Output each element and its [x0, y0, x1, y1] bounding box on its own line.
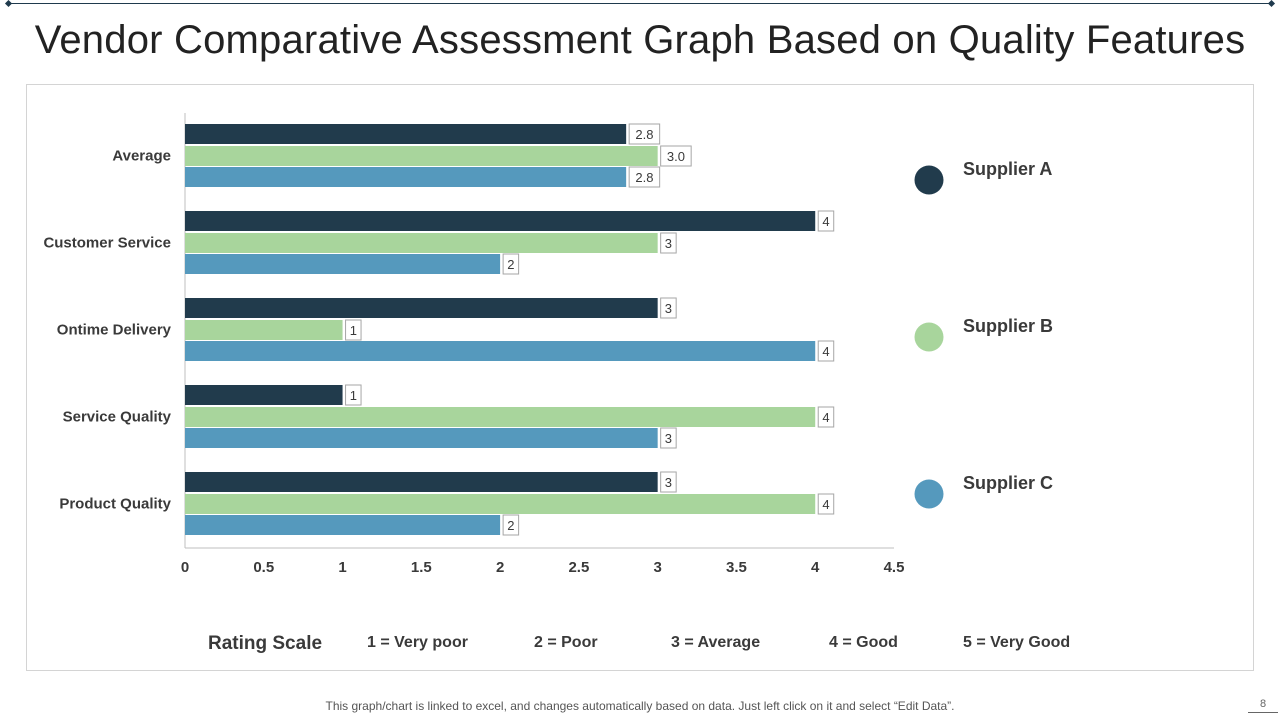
- legend-label: Supplier C: [963, 473, 1053, 493]
- bar: [185, 254, 501, 274]
- page-number: 8: [1248, 698, 1278, 713]
- data-label-box: [817, 493, 835, 515]
- legend-marker: [914, 165, 944, 195]
- rating-scale-item: 5 = Very Good: [963, 634, 1070, 651]
- top-rule: [8, 3, 1272, 4]
- data-label-box: [628, 166, 661, 188]
- data-label: 1: [350, 388, 357, 403]
- data-label-box: [660, 471, 677, 493]
- data-label-box: [660, 145, 692, 167]
- data-label: 2.8: [635, 127, 653, 142]
- x-tick-label: 4.5: [884, 559, 905, 576]
- x-tick-label: 1.5: [411, 559, 432, 576]
- category-label: Product Quality: [59, 496, 171, 513]
- x-tick-label: 2: [496, 559, 504, 576]
- data-label: 3.0: [667, 149, 685, 164]
- data-label-box: [660, 427, 677, 449]
- page-title: Vendor Comparative Assessment Graph Base…: [34, 18, 1246, 62]
- x-tick-label: 1: [338, 559, 346, 576]
- data-label-box: [502, 514, 520, 536]
- data-label-box: [817, 406, 835, 428]
- x-tick-label: 0.5: [253, 559, 274, 576]
- data-label-box: [628, 123, 661, 145]
- bar: [185, 494, 816, 514]
- rating-scale-item: 3 = Average: [671, 634, 760, 651]
- data-label-box: [345, 319, 362, 341]
- x-tick-label: 3.5: [726, 559, 747, 576]
- category-label: Customer Service: [43, 235, 171, 252]
- data-label: 4: [822, 410, 829, 425]
- data-label-box: [817, 210, 835, 232]
- bar: [185, 428, 658, 448]
- bar: [185, 146, 658, 166]
- legend-marker: [914, 322, 944, 352]
- chart-frame: [26, 84, 1254, 671]
- data-label: 3: [665, 475, 672, 490]
- data-label: 4: [822, 344, 829, 359]
- bar: [185, 385, 343, 405]
- category-label: Ontime Delivery: [57, 322, 172, 339]
- bar: [185, 472, 658, 492]
- data-label-box: [502, 253, 520, 275]
- legend-label: Supplier A: [963, 159, 1052, 179]
- rating-scale-label: Rating Scale: [208, 633, 322, 654]
- rating-scale-item: 2 = Poor: [534, 634, 598, 651]
- data-label: 2: [507, 518, 514, 533]
- x-tick-label: 3: [653, 559, 661, 576]
- rating-scale-item: 4 = Good: [829, 634, 898, 651]
- data-label: 2.8: [635, 170, 653, 185]
- category-label: Average: [112, 148, 171, 165]
- data-label: 4: [822, 214, 829, 229]
- legend-marker: [914, 479, 944, 509]
- data-label-box: [345, 384, 362, 406]
- legend-label: Supplier B: [963, 316, 1053, 336]
- data-label: 3: [665, 236, 672, 251]
- data-label-box: [660, 232, 677, 254]
- rating-scale-item: 1 = Very poor: [367, 634, 468, 651]
- data-label: 3: [665, 301, 672, 316]
- x-tick-label: 0: [181, 559, 189, 576]
- bar: [185, 233, 658, 253]
- footnote: This graph/chart is linked to excel, and…: [325, 699, 955, 713]
- bar: [185, 341, 816, 361]
- x-tick-label: 4: [811, 559, 820, 576]
- data-label: 1: [350, 323, 357, 338]
- data-label-box: [660, 297, 677, 319]
- data-label: 4: [822, 497, 829, 512]
- x-tick-label: 2.5: [568, 559, 589, 576]
- data-label: 2: [507, 257, 514, 272]
- bar: [185, 320, 343, 340]
- category-label: Service Quality: [63, 409, 172, 426]
- bar: [185, 211, 816, 231]
- bar: [185, 407, 816, 427]
- bar: [185, 515, 501, 535]
- data-label-box: [817, 340, 835, 362]
- bar: [185, 298, 658, 318]
- data-label: 3: [665, 431, 672, 446]
- bar: [185, 124, 627, 144]
- bar: [185, 167, 627, 187]
